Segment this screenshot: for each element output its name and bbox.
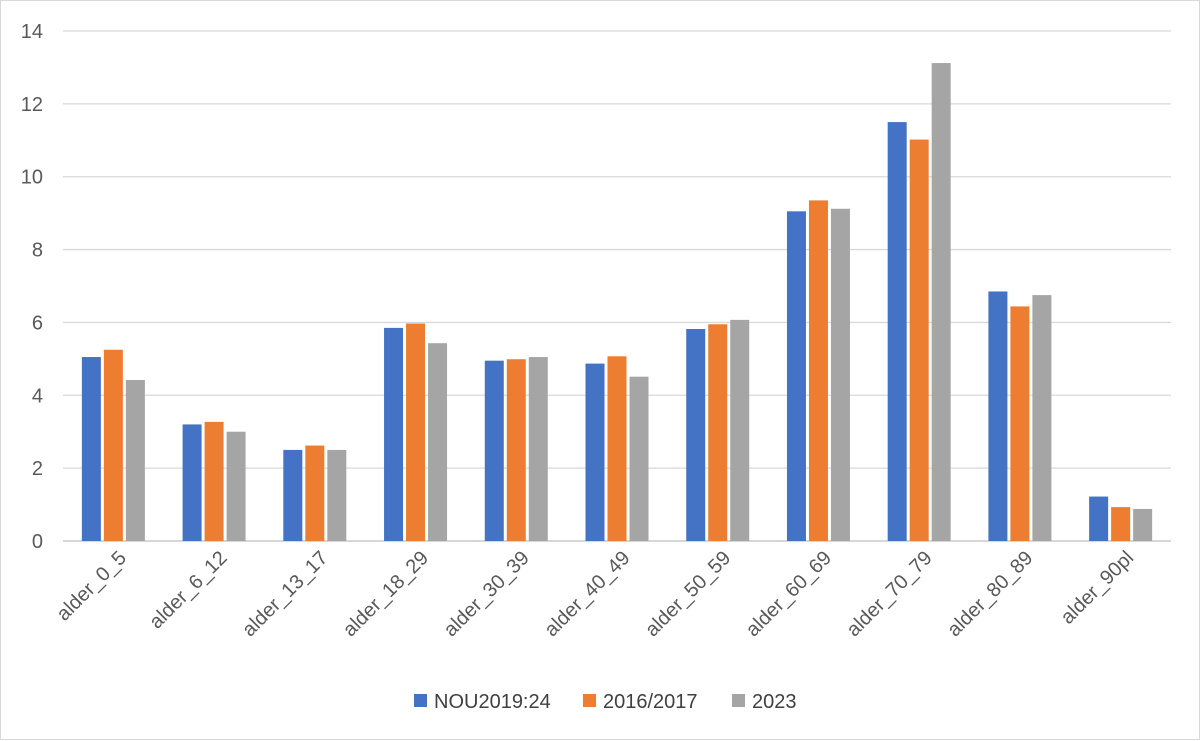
legend-swatch — [414, 694, 427, 707]
legend-label: 2016/2017 — [603, 691, 698, 713]
bar-alder_18_29-series-2 — [428, 343, 448, 541]
x-tick-label: alder_70_79 — [843, 547, 937, 641]
bar-alder_50_59-series-0 — [686, 328, 706, 541]
bar-alder_0_5-series-1 — [103, 349, 123, 541]
y-tick-label: 4 — [32, 385, 43, 407]
x-tick-label: alder_6_12 — [145, 547, 231, 633]
bar-alder_6_12-series-0 — [182, 424, 202, 541]
bar-alder_18_29-series-0 — [384, 327, 404, 541]
y-axis-ticks: 0 2 4 6 8 10 12 14 — [21, 21, 43, 553]
bar-alder_80_89-series-0 — [988, 291, 1008, 541]
x-tick-label: alder_50_59 — [641, 547, 735, 641]
bars — [81, 63, 1153, 542]
x-tick-label: alder_40_49 — [540, 547, 634, 641]
bar-alder_18_29-series-1 — [406, 323, 426, 541]
bar-alder_30_39-series-0 — [484, 360, 504, 541]
x-tick-label: alder_0_5 — [52, 547, 130, 625]
bar-alder_30_39-series-1 — [506, 359, 526, 541]
y-tick-label: 10 — [21, 167, 43, 189]
legend-swatch — [732, 694, 745, 707]
legend-label: 2023 — [752, 691, 797, 713]
y-tick-label: 14 — [21, 21, 43, 43]
bar-alder_80_89-series-2 — [1032, 295, 1052, 541]
bar-alder_70_79-series-1 — [909, 139, 929, 542]
bar-alder_13_17-series-0 — [283, 449, 303, 541]
y-tick-label: 0 — [32, 531, 43, 553]
bar-alder_40_49-series-0 — [585, 363, 605, 541]
bar-alder_60_69-series-1 — [808, 200, 828, 541]
y-tick-label: 2 — [32, 458, 43, 480]
bar-alder_0_5-series-2 — [125, 379, 145, 541]
bar-alder_40_49-series-1 — [607, 356, 627, 541]
x-tick-label: alder_18_29 — [339, 547, 433, 641]
bar-alder_70_79-series-2 — [931, 63, 951, 542]
bar-alder_40_49-series-2 — [629, 376, 649, 541]
y-tick-label: 12 — [21, 94, 43, 116]
bar-alder_6_12-series-2 — [226, 431, 246, 541]
bar-alder_90pl-series-1 — [1111, 507, 1131, 541]
x-tick-label: alder_90pl — [1057, 547, 1139, 629]
bar-alder_13_17-series-1 — [305, 445, 325, 541]
bar-alder_13_17-series-2 — [327, 449, 347, 541]
x-tick-label: alder_13_17 — [238, 547, 332, 641]
legend-label: NOU2019:24 — [434, 691, 551, 713]
x-axis-ticks: alder_0_5 alder_6_12 alder_13_17 alder_18_2… — [52, 547, 1138, 641]
y-tick-label: 8 — [32, 240, 43, 262]
bar-alder_50_59-series-2 — [730, 319, 750, 541]
legend: NOU2019:24 2016/2017 2023 — [414, 691, 797, 713]
bar-alder_30_39-series-2 — [528, 357, 548, 541]
x-tick-label: alder_60_69 — [742, 547, 836, 641]
y-tick-label: 6 — [32, 312, 43, 334]
legend-swatch — [583, 694, 596, 707]
bar-alder_50_59-series-1 — [708, 324, 728, 541]
bar-alder_90pl-series-0 — [1089, 496, 1109, 541]
bar-alder_80_89-series-1 — [1010, 306, 1030, 541]
bar-alder_0_5-series-0 — [81, 357, 101, 541]
x-tick-label: alder_30_39 — [440, 547, 534, 641]
bar-alder_60_69-series-2 — [830, 208, 850, 541]
bar-alder_60_69-series-0 — [786, 211, 806, 542]
bar-alder_90pl-series-2 — [1133, 508, 1153, 541]
bar-alder_70_79-series-0 — [887, 122, 907, 542]
bar-alder_6_12-series-1 — [204, 421, 224, 541]
x-tick-label: alder_80_89 — [943, 547, 1037, 641]
